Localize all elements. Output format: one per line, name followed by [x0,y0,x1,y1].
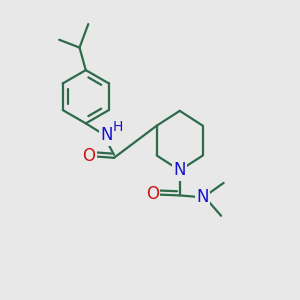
Text: N: N [196,188,208,206]
Text: N: N [100,126,112,144]
Text: O: O [82,147,95,165]
Text: N: N [173,161,186,179]
Text: H: H [113,119,123,134]
Text: O: O [146,185,159,203]
